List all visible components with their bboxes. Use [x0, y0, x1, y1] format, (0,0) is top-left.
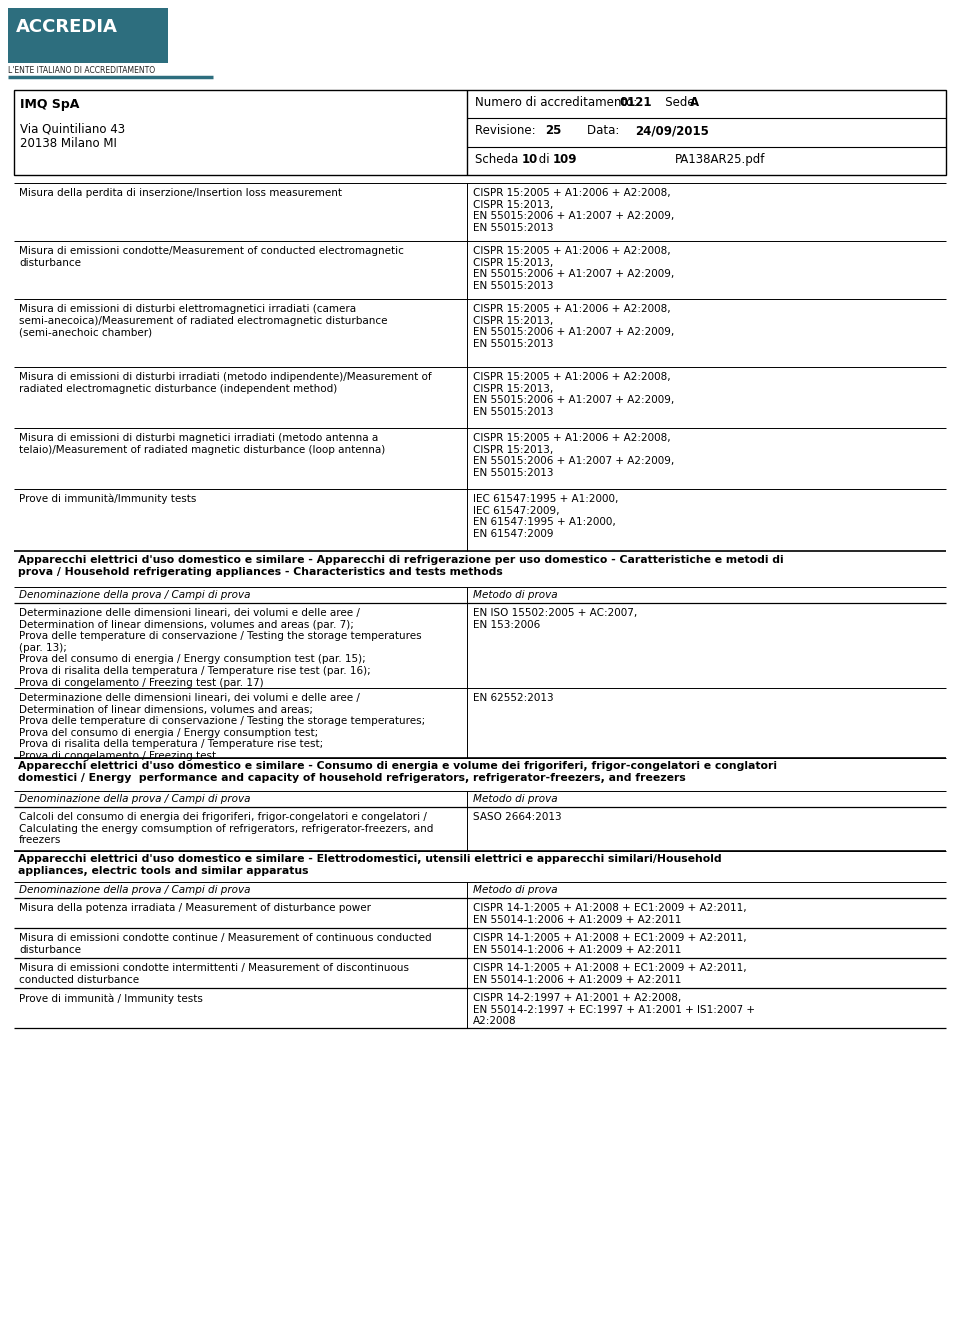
Text: Numero di accreditamento:: Numero di accreditamento: [475, 96, 641, 109]
Text: Apparecchi elettrici d'uso domestico e similare - Elettrodomestici, utensili ele: Apparecchi elettrici d'uso domestico e s… [18, 854, 722, 875]
Text: Misura di emissioni condotte continue / Measurement of continuous conducted
dist: Misura di emissioni condotte continue / … [19, 934, 432, 955]
Bar [14, 90, 946, 176]
Text: A: A [690, 96, 699, 109]
Text: 25: 25 [545, 124, 562, 137]
Text: CISPR 15:2005 + A1:2006 + A2:2008,
CISPR 15:2013,
EN 55015:2006 + A1:2007 + A2:2: CISPR 15:2005 + A1:2006 + A2:2008, CISPR… [473, 246, 674, 291]
Text: 0121: 0121 [620, 96, 653, 109]
Text: di: di [535, 153, 553, 166]
Text: PA138AR25.pdf: PA138AR25.pdf [675, 153, 765, 166]
Text: EN ISO 15502:2005 + AC:2007,
EN 153:2006: EN ISO 15502:2005 + AC:2007, EN 153:2006 [473, 608, 637, 629]
Text: L'ENTE ITALIANO DI ACCREDITAMENTO: L'ENTE ITALIANO DI ACCREDITAMENTO [8, 66, 156, 74]
Text: Prove di immunità/Immunity tests: Prove di immunità/Immunity tests [19, 493, 197, 504]
Text: Misura di emissioni condotte/Measurement of conducted electromagnetic
disturbanc: Misura di emissioni condotte/Measurement… [19, 246, 404, 267]
Text: Data:: Data: [557, 124, 623, 137]
Text: Misura della perdita di inserzione/Insertion loss measurement: Misura della perdita di inserzione/Inser… [19, 188, 342, 198]
Text: Apparecchi elettrici d'uso domestico e similare - Apparecchi di refrigerazione p: Apparecchi elettrici d'uso domestico e s… [18, 555, 783, 577]
Text: CISPR 15:2005 + A1:2006 + A2:2008,
CISPR 15:2013,
EN 55015:2006 + A1:2007 + A2:2: CISPR 15:2005 + A1:2006 + A2:2008, CISPR… [473, 372, 674, 416]
Text: Metodo di prova: Metodo di prova [473, 884, 558, 895]
Text: Denominazione della prova / Campi di prova: Denominazione della prova / Campi di pro… [19, 591, 251, 600]
Text: CISPR 14-1:2005 + A1:2008 + EC1:2009 + A2:2011,
EN 55014-1:2006 + A1:2009 + A2:2: CISPR 14-1:2005 + A1:2008 + EC1:2009 + A… [473, 963, 747, 984]
Bar [8, 8, 168, 63]
Text: CISPR 15:2005 + A1:2006 + A2:2008,
CISPR 15:2013,
EN 55015:2006 + A1:2007 + A2:2: CISPR 15:2005 + A1:2006 + A2:2008, CISPR… [473, 305, 674, 348]
Text: Revisione:: Revisione: [475, 124, 540, 137]
Text: IEC 61547:1995 + A1:2000,
IEC 61547:2009,
EN 61547:1995 + A1:2000,
EN 61547:2009: IEC 61547:1995 + A1:2000, IEC 61547:2009… [473, 493, 618, 539]
Text: CISPR 15:2005 + A1:2006 + A2:2008,
CISPR 15:2013,
EN 55015:2006 + A1:2007 + A2:2: CISPR 15:2005 + A1:2006 + A2:2008, CISPR… [473, 434, 674, 477]
Text: Denominazione della prova / Campi di prova: Denominazione della prova / Campi di pro… [19, 884, 251, 895]
Text: Calcoli del consumo di energia dei frigoriferi, frigor-congelatori e congelatori: Calcoli del consumo di energia dei frigo… [19, 813, 433, 845]
Text: Determinazione delle dimensioni lineari, dei volumi e delle aree /
Determination: Determinazione delle dimensioni lineari,… [19, 693, 425, 761]
Text: IMQ SpA: IMQ SpA [20, 98, 80, 110]
Text: Denominazione della prova / Campi di prova: Denominazione della prova / Campi di pro… [19, 794, 251, 805]
Text: ACCREDIA: ACCREDIA [16, 19, 118, 36]
Text: CISPR 14-1:2005 + A1:2008 + EC1:2009 + A2:2011,
EN 55014-1:2006 + A1:2009 + A2:2: CISPR 14-1:2005 + A1:2008 + EC1:2009 + A… [473, 903, 747, 924]
Text: Determinazione delle dimensioni lineari, dei volumi e delle aree /
Determination: Determinazione delle dimensioni lineari,… [19, 608, 421, 688]
Text: Misura di emissioni di disturbi magnetici irradiati (metodo antenna a
telaio)/Me: Misura di emissioni di disturbi magnetic… [19, 434, 385, 455]
Text: Metodo di prova: Metodo di prova [473, 794, 558, 805]
Text: Apparecchi elettrici d'uso domestico e similare - Consumo di energia e volume de: Apparecchi elettrici d'uso domestico e s… [18, 761, 777, 782]
Text: 20138 Milano MI: 20138 Milano MI [20, 137, 117, 150]
Text: CISPR 14-2:1997 + A1:2001 + A2:2008,
EN 55014-2:1997 + EC:1997 + A1:2001 + IS1:2: CISPR 14-2:1997 + A1:2001 + A2:2008, EN … [473, 994, 755, 1027]
Text: Misura di emissioni di disturbi irradiati (metodo indipendente)/Measurement of
r: Misura di emissioni di disturbi irradiat… [19, 372, 432, 394]
Text: Metodo di prova: Metodo di prova [473, 591, 558, 600]
Text: 24/09/2015: 24/09/2015 [635, 124, 708, 137]
Text: SASO 2664:2013: SASO 2664:2013 [473, 813, 562, 822]
Text: Scheda: Scheda [475, 153, 522, 166]
Text: CISPR 14-1:2005 + A1:2008 + EC1:2009 + A2:2011,
EN 55014-1:2006 + A1:2009 + A2:2: CISPR 14-1:2005 + A1:2008 + EC1:2009 + A… [473, 934, 747, 955]
Text: Prove di immunità / Immunity tests: Prove di immunità / Immunity tests [19, 994, 203, 1004]
Text: Sede: Sede [654, 96, 698, 109]
Text: CISPR 15:2005 + A1:2006 + A2:2008,
CISPR 15:2013,
EN 55015:2006 + A1:2007 + A2:2: CISPR 15:2005 + A1:2006 + A2:2008, CISPR… [473, 188, 674, 233]
Text: EN 62552:2013: EN 62552:2013 [473, 693, 554, 704]
Text: 10: 10 [522, 153, 539, 166]
Text: Misura di emissioni di disturbi elettromagnetici irradiati (camera
semi-anecoica: Misura di emissioni di disturbi elettrom… [19, 305, 388, 338]
Text: 109: 109 [553, 153, 578, 166]
Text: Via Quintiliano 43: Via Quintiliano 43 [20, 122, 125, 136]
Text: Misura della potenza irradiata / Measurement of disturbance power: Misura della potenza irradiata / Measure… [19, 903, 371, 912]
Text: Misura di emissioni condotte intermittenti / Measurement of discontinuous
conduc: Misura di emissioni condotte intermitten… [19, 963, 409, 984]
